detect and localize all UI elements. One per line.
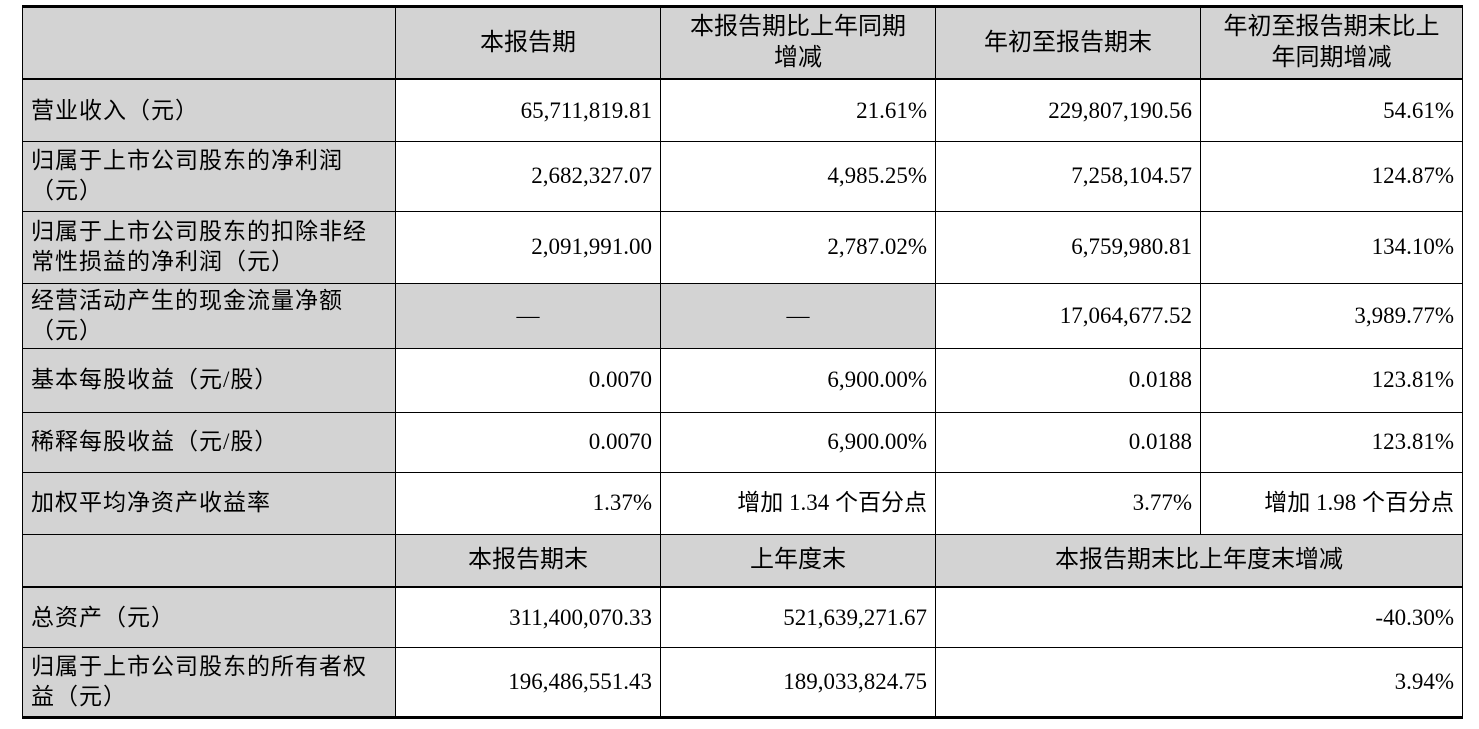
- table-row-basic-eps: 基本每股收益（元/股） 0.0070 6,900.00% 0.0188 123.…: [22, 347, 1463, 413]
- header-ytd: 年初至报告期末: [935, 6, 1201, 81]
- value-cell: 3.94%: [935, 646, 1463, 718]
- table-row-revenue: 营业收入（元） 65,711,819.81 21.61% 229,807,190…: [22, 78, 1463, 142]
- row-label: 稀释每股收益（元/股）: [22, 411, 396, 473]
- table-row-total-assets: 总资产（元） 311,400,070.33 521,639,271.67 -40…: [22, 586, 1463, 648]
- dash-cell: —: [395, 282, 661, 349]
- value-cell: 229,807,190.56: [935, 78, 1201, 142]
- table-row-net-profit-deducted: 归属于上市公司股东的扣除非经常性损益的净利润（元） 2,091,991.00 2…: [22, 210, 1463, 284]
- value-cell: 54.61%: [1200, 78, 1463, 142]
- row-label: 总资产（元）: [22, 586, 396, 648]
- table-row-equity: 归属于上市公司股东的所有者权益（元） 196,486,551.43 189,03…: [22, 646, 1463, 718]
- table-row-net-profit: 归属于上市公司股东的净利润（元） 2,682,327.07 4,985.25% …: [22, 140, 1463, 212]
- header-ytd-yoy-change: 年初至报告期末比上 年同期增减: [1200, 6, 1463, 81]
- value-cell: 124.87%: [1200, 140, 1463, 212]
- value-cell: 65,711,819.81: [395, 78, 661, 142]
- row-label: 营业收入（元）: [22, 78, 396, 142]
- value-cell: 0.0070: [395, 347, 661, 413]
- value-cell: 189,033,824.75: [660, 646, 936, 718]
- value-cell: 4,985.25%: [660, 140, 936, 212]
- value-cell: 3.77%: [935, 471, 1201, 535]
- header-prior-year-end: 上年度末: [660, 533, 936, 589]
- value-cell: 6,759,980.81: [935, 210, 1201, 284]
- header-period-end: 本报告期末: [395, 533, 661, 589]
- header-period-end-change: 本报告期末比上年度末增减: [935, 533, 1463, 589]
- table-row-cash-flow: 经营活动产生的现金流量净额（元） — — 17,064,677.52 3,989…: [22, 282, 1463, 349]
- value-cell: 0.0188: [935, 411, 1201, 473]
- dash-cell: —: [660, 282, 936, 349]
- header-row-period-end: 本报告期末 上年度末 本报告期末比上年度末增减: [22, 533, 1463, 589]
- value-cell: 196,486,551.43: [395, 646, 661, 718]
- header-current-period: 本报告期: [395, 6, 661, 81]
- table-row-diluted-eps: 稀释每股收益（元/股） 0.0070 6,900.00% 0.0188 123.…: [22, 411, 1463, 473]
- value-cell: 0.0070: [395, 411, 661, 473]
- value-cell: 6,900.00%: [660, 411, 936, 473]
- financial-summary-table: 本报告期 本报告期比上年同期 增减 年初至报告期末 年初至报告期末比上 年同期增…: [22, 5, 1463, 719]
- table-row-weighted-roe: 加权平均净资产收益率 1.37% 增加 1.34 个百分点 3.77% 增加 1…: [22, 471, 1463, 535]
- row-label: 加权平均净资产收益率: [22, 471, 396, 535]
- header-blank-cell: [22, 6, 396, 81]
- value-cell: -40.30%: [935, 586, 1463, 648]
- row-label: 归属于上市公司股东的净利润（元）: [22, 140, 396, 212]
- value-cell: 增加 1.98 个百分点: [1200, 471, 1463, 535]
- value-cell: 3,989.77%: [1200, 282, 1463, 349]
- value-cell: 2,091,991.00: [395, 210, 661, 284]
- value-cell: 2,787.02%: [660, 210, 936, 284]
- value-cell: 134.10%: [1200, 210, 1463, 284]
- value-cell: 123.81%: [1200, 347, 1463, 413]
- value-cell: 7,258,104.57: [935, 140, 1201, 212]
- header-row-period: 本报告期 本报告期比上年同期 增减 年初至报告期末 年初至报告期末比上 年同期增…: [22, 6, 1463, 81]
- value-cell: 21.61%: [660, 78, 936, 142]
- row-label: 归属于上市公司股东的扣除非经常性损益的净利润（元）: [22, 210, 396, 284]
- value-cell: 6,900.00%: [660, 347, 936, 413]
- row-label: 基本每股收益（元/股）: [22, 347, 396, 413]
- header-blank-cell: [22, 533, 396, 589]
- row-label: 经营活动产生的现金流量净额（元）: [22, 282, 396, 349]
- value-cell: 123.81%: [1200, 411, 1463, 473]
- value-cell: 521,639,271.67: [660, 586, 936, 648]
- value-cell: 2,682,327.07: [395, 140, 661, 212]
- value-cell: 0.0188: [935, 347, 1201, 413]
- value-cell: 增加 1.34 个百分点: [660, 471, 936, 535]
- value-cell: 1.37%: [395, 471, 661, 535]
- header-period-yoy-change: 本报告期比上年同期 增减: [660, 6, 936, 81]
- row-label: 归属于上市公司股东的所有者权益（元）: [22, 646, 396, 718]
- value-cell: 17,064,677.52: [935, 282, 1201, 349]
- value-cell: 311,400,070.33: [395, 586, 661, 648]
